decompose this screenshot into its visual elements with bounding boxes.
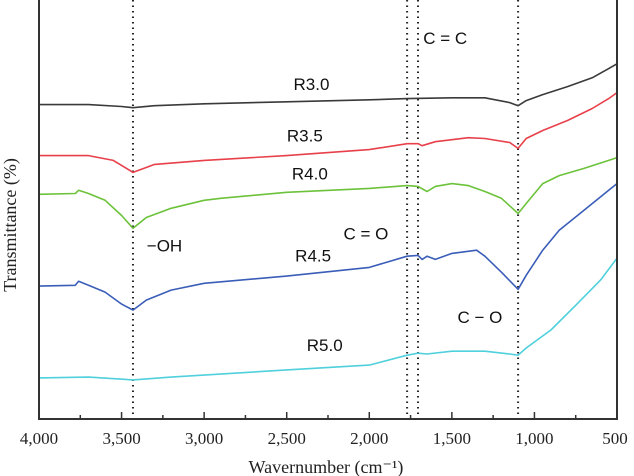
x-tick-label: 3,000 [185, 429, 223, 448]
series-label: R5.0 [307, 336, 343, 355]
x-tick-label: 1,000 [515, 429, 553, 448]
series-label: R3.5 [287, 127, 323, 146]
x-ticks: 4,000 3,500 3,000 2,500 2,000 1,500 1,000 500 [20, 412, 628, 448]
peak-annotations: −OH C = O C = C C − O [147, 29, 503, 327]
peak-annotation: C = C [423, 29, 467, 48]
spectra [38, 63, 618, 381]
peak-annotation: −OH [147, 236, 182, 255]
x-tick-label: 2,000 [350, 429, 388, 448]
x-axis-title: Wavernumber (cm⁻¹) [249, 457, 404, 476]
series-line-r3-0 [39, 63, 618, 109]
series-label: R3.0 [294, 75, 330, 94]
series-line-r4-5 [38, 182, 618, 311]
x-tick-label: 500 [602, 429, 628, 448]
series-label: R4.5 [295, 246, 331, 265]
series-line-r5-0 [38, 257, 618, 381]
peak-annotation: C = O [344, 224, 389, 243]
series-line-r4-0 [38, 156, 618, 230]
series-line-r3-5 [39, 91, 618, 174]
series-labels: R3.0 R3.5 R4.0 R4.5 R5.0 [287, 75, 343, 355]
x-tick-label: 1,500 [433, 429, 471, 448]
x-tick-label: 4,000 [20, 429, 58, 448]
axes [38, 0, 618, 420]
series-label: R4.0 [292, 165, 328, 184]
x-tick-label: 2,500 [268, 429, 306, 448]
reference-lines [131, 0, 520, 419]
peak-annotation: C − O [457, 308, 502, 327]
y-axis-title: Transmittance (%) [0, 158, 21, 292]
x-tick-label: 3,500 [102, 429, 140, 448]
